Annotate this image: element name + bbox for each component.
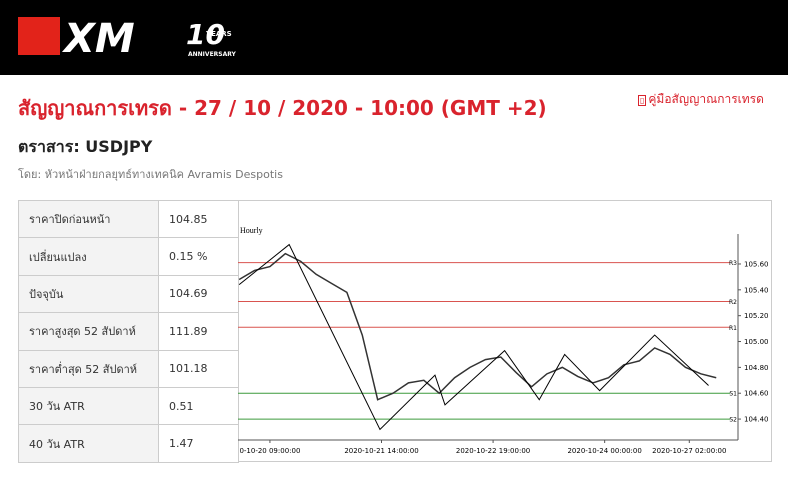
level-label: R3 (729, 260, 737, 267)
level-label: R1 (729, 325, 737, 332)
guide-text[interactable]: คู่มือสัญญาณการเทรด (648, 92, 764, 106)
y-tick-label: 104.80 (744, 364, 769, 372)
y-tick-label: 105.60 (744, 260, 769, 268)
y-tick-label: 105.00 (744, 338, 769, 346)
logo: XM 10 YEARS ANNIVERSARY (18, 16, 237, 62)
stat-value: 0.15 % (158, 237, 239, 276)
series-line (238, 243, 709, 431)
pdf-icon: ▯ (638, 95, 647, 106)
level-label: R2 (729, 299, 737, 306)
y-tick-label: 105.40 (744, 286, 769, 294)
table-row: ราคาสูงสุด 52 สัปดาห์ 111.89 (18, 312, 239, 351)
chart: Hourly 104.40 104.60 104.80 105.00 105.20 105… (238, 200, 772, 462)
guide-link[interactable]: ▯ คู่มือสัญญาณการเทรด (638, 90, 764, 109)
stat-value: 104.69 (158, 274, 239, 314)
page-title: สัญญาณการเทรด - 27 / 10 / 2020 - 10:00 (… (18, 96, 547, 120)
badge: 10 (186, 18, 225, 51)
x-tick-label: 0-10-20 09:00:00 (239, 447, 300, 455)
table-row: 30 วัน ATR 0.51 (18, 386, 239, 426)
y-tick-label: 104.40 (744, 416, 769, 424)
logo-text: XM (61, 16, 135, 62)
stat-value: 111.89 (158, 312, 239, 351)
stat-label: 30 วัน ATR (18, 386, 159, 426)
badge-top: YEARS (205, 30, 232, 38)
table-row: ราคาปิดก่อนหน้า 104.85 (18, 199, 239, 239)
stat-label: ปัจจุบัน (18, 274, 159, 314)
y-tick-label: 104.60 (744, 390, 769, 398)
instrument: ตราสาร: USDJPY (18, 137, 153, 156)
stat-label: 40 วัน ATR (18, 424, 159, 463)
badge-bottom: ANNIVERSARY (188, 51, 237, 58)
x-tick-label: 2020-10-21 14:00:00 (344, 447, 418, 455)
header: XM 10 YEARS ANNIVERSARY (0, 0, 788, 75)
y-tick-label: 105.20 (744, 312, 769, 320)
stats-table: ราคาปิดก่อนหน้า 104.85 เปลี่ยนแปลง 0.15 % ปั… (18, 199, 239, 463)
stat-label: ราคาสูงสุด 52 สัปดาห์ (18, 312, 159, 351)
stat-value: 1.47 (158, 424, 239, 463)
stat-value: 104.85 (158, 199, 239, 239)
chart-frame (238, 200, 772, 462)
table-row: ราคาต่ำสุด 52 สัปดาห์ 101.18 (18, 349, 239, 388)
table-row: ปัจจุบัน 104.69 (18, 274, 239, 314)
series-line (238, 252, 717, 401)
stat-label: ราคาปิดก่อนหน้า (18, 199, 159, 239)
author: โดย: หัวหน้าฝ่ายกลยุทธ์ทางเทคนิค Avramis… (18, 168, 283, 181)
stat-label: ราคาต่ำสุด 52 สัปดาห์ (18, 349, 159, 388)
timeframe: Hourly (240, 226, 263, 235)
stat-label: เปลี่ยนแปลง (18, 237, 159, 276)
x-tick-label: 2020-10-27 02:00:00 (652, 447, 726, 455)
level-label: S2 (729, 417, 737, 424)
level-label: S1 (729, 391, 737, 398)
table-row: 40 วัน ATR 1.47 (18, 424, 239, 463)
table-row: เปลี่ยนแปลง 0.15 % (18, 237, 239, 276)
logo-icon (18, 17, 60, 55)
stat-value: 0.51 (158, 386, 239, 426)
x-tick-label: 2020-10-24 00:00:00 (567, 447, 641, 455)
x-tick-label: 2020-10-22 19:00:00 (456, 447, 530, 455)
stat-value: 101.18 (158, 349, 239, 388)
